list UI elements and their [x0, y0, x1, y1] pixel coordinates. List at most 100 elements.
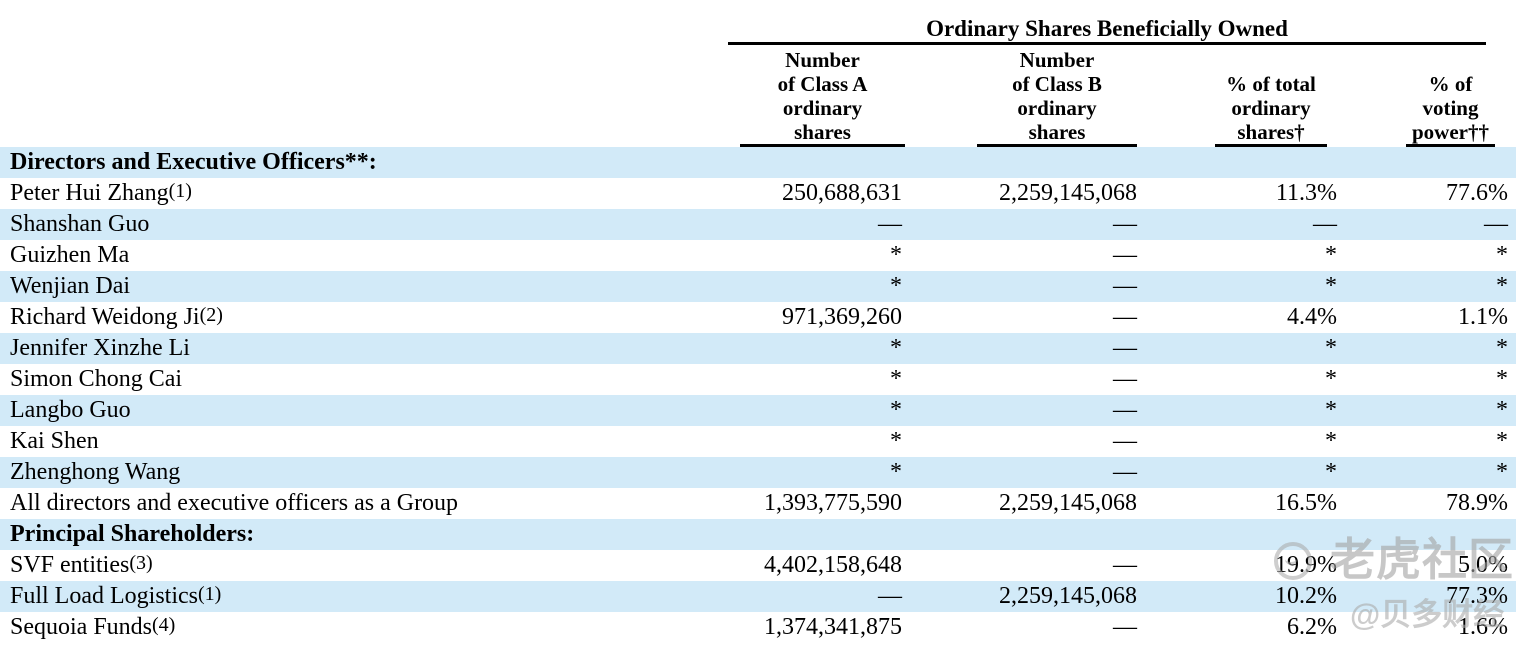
class-b-shares-cell: —	[1113, 273, 1137, 299]
table-row: Directors and Executive Officers**:	[0, 147, 1516, 178]
class-b-shares-cell: —	[1113, 304, 1137, 330]
class-a-shares-cell: 1,374,341,875	[764, 614, 902, 640]
shareholder-name: Langbo Guo	[10, 397, 131, 423]
pct-voting-power-cell: 5.0%	[1458, 552, 1508, 578]
class-b-shares-cell: 2,259,145,068	[999, 490, 1137, 516]
class-b-shares-cell: —	[1113, 459, 1137, 485]
pct-voting-power-cell: *	[1496, 366, 1508, 392]
table-row: Simon Chong Cai * — * *	[0, 364, 1516, 395]
pct-total-shares-cell: *	[1325, 459, 1337, 485]
column-header-line: shares	[794, 120, 851, 144]
pct-voting-power-cell: *	[1496, 459, 1508, 485]
class-a-shares-cell: *	[890, 242, 902, 268]
table-row: Guizhen Ma * — * *	[0, 240, 1516, 271]
footnote-ref: (3)	[129, 552, 153, 574]
class-b-shares-cell: —	[1113, 211, 1137, 237]
table-row: Langbo Guo * — * *	[0, 395, 1516, 426]
class-a-shares-cell: *	[890, 459, 902, 485]
class-b-shares-cell: —	[1113, 614, 1137, 640]
class-b-shares-cell: —	[1113, 428, 1137, 454]
column-header-line: ordinary	[782, 96, 863, 120]
class-a-shares-cell	[740, 519, 905, 550]
shareholder-name: Sequoia Funds	[10, 614, 153, 640]
pct-total-shares-cell: —	[1313, 211, 1337, 237]
class-a-shares-cell: 971,369,260	[782, 304, 902, 330]
column-header-line: % of total	[1226, 72, 1316, 96]
shareholder-name: Wenjian Dai	[10, 273, 131, 299]
class-b-shares-cell: 2,259,145,068	[999, 583, 1137, 609]
pct-total-shares-cell	[1140, 147, 1338, 178]
pct-total-shares-cell: 11.3%	[1275, 180, 1337, 206]
class-a-shares-cell: *	[890, 366, 902, 392]
pct-voting-power-cell: —	[1484, 211, 1508, 237]
shareholder-name: Full Load Logistics	[10, 583, 198, 609]
column-header-line: % of	[1428, 72, 1473, 96]
footnote-ref: (4)	[152, 614, 176, 636]
column-header-line: ordinary	[1231, 96, 1311, 120]
table-row: Peter Hui Zhang(1) 250,688,631 2,259,145…	[0, 178, 1516, 209]
table-row: All directors and executive officers as …	[0, 488, 1516, 519]
pct-voting-power-cell	[1338, 147, 1516, 178]
pct-total-shares-cell: 19.9%	[1275, 552, 1337, 578]
class-b-shares-cell: —	[1113, 242, 1137, 268]
pct-total-shares-cell: *	[1325, 366, 1337, 392]
footnote-ref: (1)	[168, 180, 192, 202]
class-a-shares-cell: 1,393,775,590	[764, 490, 902, 516]
class-b-shares-cell	[905, 147, 1140, 178]
shareholder-name: Jennifer Xinzhe Li	[10, 335, 190, 361]
column-header-line: of Class B	[1012, 72, 1102, 96]
pct-voting-power-cell: 1.1%	[1458, 304, 1508, 330]
shareholder-name: Peter Hui Zhang	[10, 180, 169, 206]
pct-total-shares-cell: 6.2%	[1287, 614, 1337, 640]
pct-voting-power-cell: 77.3%	[1446, 583, 1508, 609]
column-header-line: Number	[785, 48, 860, 72]
class-a-shares-cell: *	[890, 428, 902, 454]
shareholder-name: Principal Shareholders:	[10, 521, 255, 547]
pct-total-shares-cell: *	[1325, 242, 1337, 268]
column-header-line: Number	[1019, 48, 1095, 72]
table-row: Full Load Logistics(1) — 2,259,145,068 1…	[0, 581, 1516, 612]
pct-total-shares-cell	[1140, 519, 1338, 550]
pct-total-shares-cell: *	[1325, 428, 1337, 454]
table-row: Richard Weidong Ji(2) 971,369,260 — 4.4%…	[0, 302, 1516, 333]
shareholder-name: Simon Chong Cai	[10, 366, 183, 392]
column-header-pct-voting-power: % of voting power††	[1406, 72, 1495, 147]
pct-total-shares-cell: *	[1325, 273, 1337, 299]
table-row: Jennifer Xinzhe Li * — * *	[0, 333, 1516, 364]
column-header-line: voting	[1422, 96, 1479, 120]
table-row: Zhenghong Wang * — * *	[0, 457, 1516, 488]
table-row: SVF entities(3) 4,402,158,648 — 19.9% 5.…	[0, 550, 1516, 581]
class-b-shares-cell: —	[1113, 397, 1137, 423]
shareholder-name: Guizhen Ma	[10, 242, 130, 268]
pct-voting-power-cell: *	[1496, 428, 1508, 454]
column-header-line: ordinary	[1017, 96, 1097, 120]
column-header-line: power††	[1412, 120, 1489, 144]
pct-voting-power-cell: *	[1496, 242, 1508, 268]
column-header-pct-total-shares: % of total ordinary shares†	[1215, 72, 1327, 147]
pct-voting-power-cell: *	[1496, 397, 1508, 423]
shareholder-name: Directors and Executive Officers**:	[10, 149, 377, 175]
table-body: Directors and Executive Officers**: Pete…	[0, 147, 1516, 643]
table-row: Kai Shen * — * *	[0, 426, 1516, 457]
column-header-line: shares†	[1237, 120, 1305, 144]
class-a-shares-cell: 4,402,158,648	[764, 552, 902, 578]
class-a-shares-cell: 250,688,631	[782, 180, 902, 206]
class-b-shares-cell: —	[1113, 335, 1137, 361]
shareholder-name: Kai Shen	[10, 428, 99, 454]
class-b-shares-cell	[905, 519, 1140, 550]
class-a-shares-cell: *	[890, 397, 902, 423]
pct-total-shares-cell: *	[1325, 397, 1337, 423]
pct-voting-power-cell: 78.9%	[1446, 490, 1508, 516]
shareholder-name: Richard Weidong Ji	[10, 304, 200, 330]
pct-voting-power-cell: *	[1496, 335, 1508, 361]
table-row: Sequoia Funds(4) 1,374,341,875 — 6.2% 1.…	[0, 612, 1516, 643]
class-a-shares-cell: *	[890, 273, 902, 299]
class-a-shares-cell: —	[878, 211, 902, 237]
pct-total-shares-cell: 4.4%	[1287, 304, 1337, 330]
class-a-shares-cell: *	[890, 335, 902, 361]
shareholder-name: SVF entities	[10, 552, 130, 578]
pct-voting-power-cell	[1338, 519, 1516, 550]
footnote-ref: (2)	[199, 304, 223, 326]
